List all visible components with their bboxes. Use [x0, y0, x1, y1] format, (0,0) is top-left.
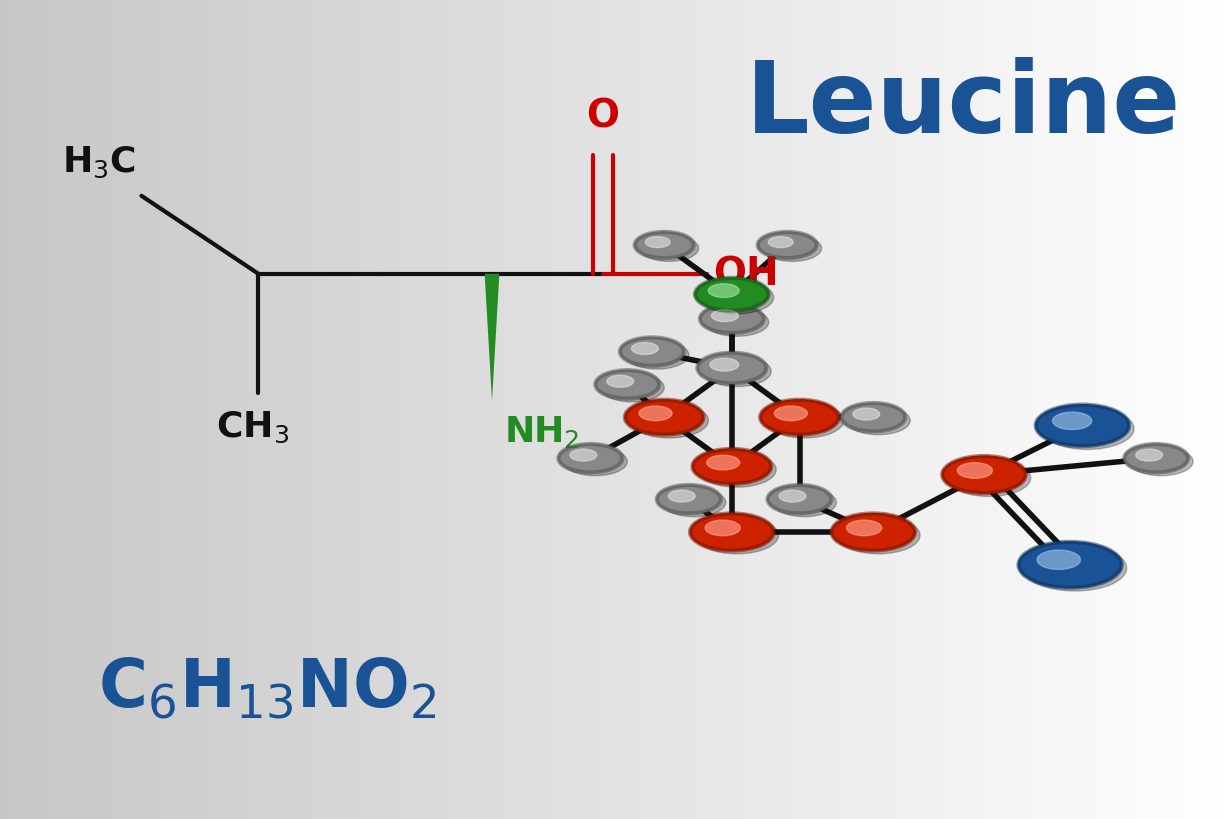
Ellipse shape: [1129, 448, 1193, 476]
Ellipse shape: [700, 282, 774, 314]
Ellipse shape: [779, 491, 806, 502]
Ellipse shape: [625, 400, 704, 435]
Ellipse shape: [758, 233, 817, 259]
Ellipse shape: [769, 238, 793, 248]
Text: C$_6$H$_{13}$NO$_2$: C$_6$H$_{13}$NO$_2$: [98, 655, 437, 721]
Ellipse shape: [635, 233, 694, 259]
Ellipse shape: [846, 520, 882, 536]
Ellipse shape: [836, 517, 920, 554]
Ellipse shape: [640, 236, 699, 262]
Ellipse shape: [697, 453, 776, 487]
Ellipse shape: [1135, 450, 1162, 461]
Ellipse shape: [640, 406, 672, 421]
Ellipse shape: [763, 236, 822, 262]
Ellipse shape: [707, 455, 739, 470]
Ellipse shape: [841, 404, 905, 432]
Ellipse shape: [846, 407, 910, 435]
Ellipse shape: [695, 517, 779, 554]
Ellipse shape: [765, 404, 844, 438]
Ellipse shape: [563, 448, 627, 476]
Ellipse shape: [852, 409, 879, 420]
Ellipse shape: [620, 338, 684, 366]
Ellipse shape: [708, 284, 739, 298]
Ellipse shape: [606, 376, 633, 387]
Ellipse shape: [692, 450, 771, 484]
Ellipse shape: [947, 459, 1031, 497]
Ellipse shape: [1037, 550, 1080, 570]
Ellipse shape: [775, 406, 807, 421]
Ellipse shape: [711, 310, 738, 322]
Ellipse shape: [705, 309, 769, 337]
Ellipse shape: [957, 463, 993, 479]
Ellipse shape: [768, 486, 831, 514]
Ellipse shape: [1036, 405, 1129, 446]
Ellipse shape: [705, 520, 740, 536]
Ellipse shape: [1023, 545, 1127, 591]
Ellipse shape: [831, 514, 915, 551]
Ellipse shape: [646, 238, 670, 248]
Ellipse shape: [942, 456, 1026, 494]
Ellipse shape: [1124, 445, 1188, 473]
Ellipse shape: [657, 486, 721, 514]
Ellipse shape: [695, 278, 769, 311]
Ellipse shape: [1041, 409, 1134, 450]
Polygon shape: [485, 274, 499, 401]
Ellipse shape: [702, 356, 771, 387]
Ellipse shape: [569, 450, 597, 461]
Ellipse shape: [630, 404, 708, 438]
Ellipse shape: [631, 343, 658, 355]
Ellipse shape: [662, 489, 726, 517]
Ellipse shape: [697, 353, 766, 384]
Text: H$_3$C: H$_3$C: [62, 145, 135, 180]
Ellipse shape: [595, 371, 659, 399]
Text: CH$_3$: CH$_3$: [215, 410, 289, 445]
Ellipse shape: [600, 374, 664, 402]
Ellipse shape: [710, 359, 739, 372]
Ellipse shape: [1018, 542, 1122, 588]
Ellipse shape: [1053, 413, 1092, 430]
Ellipse shape: [668, 491, 695, 502]
Ellipse shape: [700, 305, 764, 333]
Ellipse shape: [772, 489, 836, 517]
Text: O: O: [587, 97, 619, 135]
Ellipse shape: [625, 342, 689, 369]
Text: OH: OH: [713, 256, 779, 293]
Text: Leucine: Leucine: [745, 57, 1181, 154]
Ellipse shape: [690, 514, 774, 551]
Text: NH$_2$: NH$_2$: [504, 414, 579, 450]
Ellipse shape: [558, 445, 622, 473]
Ellipse shape: [760, 400, 839, 435]
